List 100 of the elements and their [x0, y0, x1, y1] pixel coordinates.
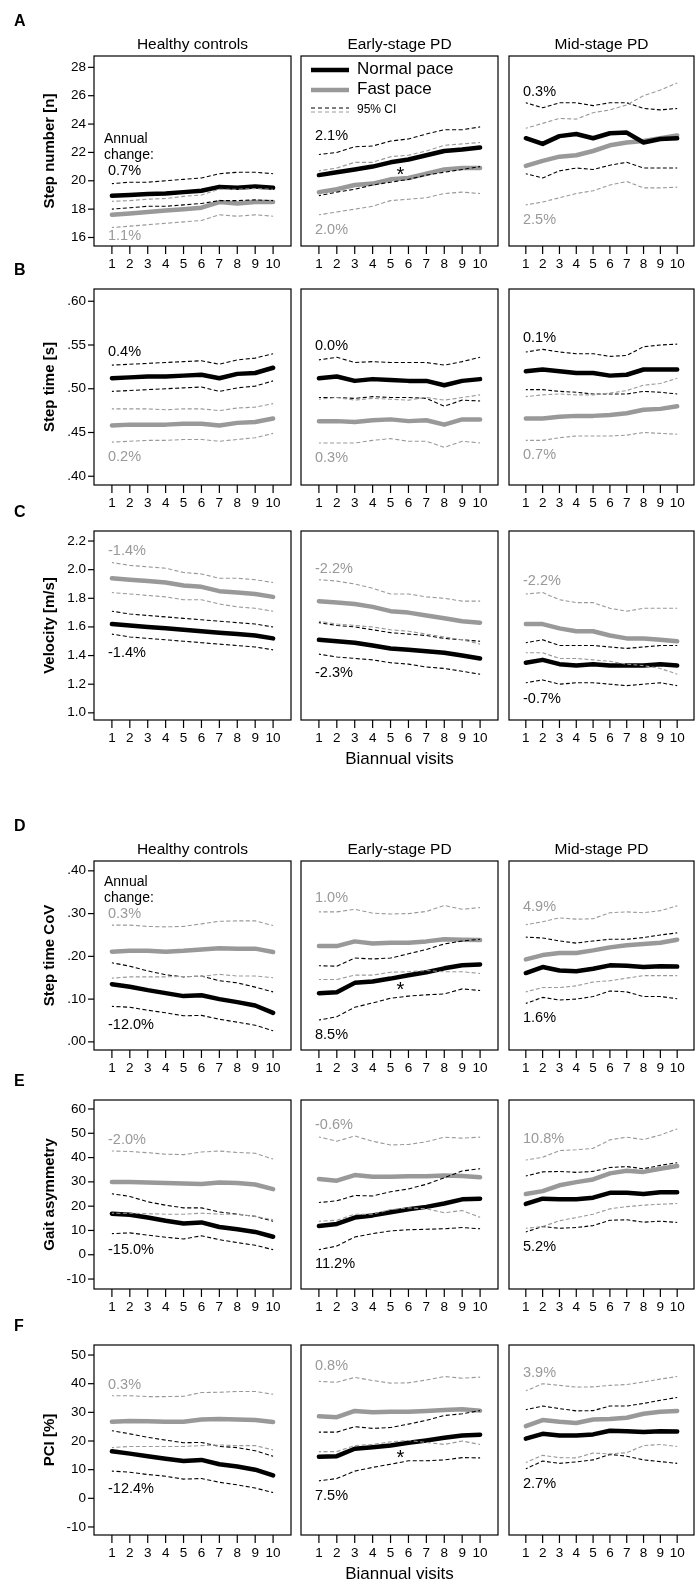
x-tick-label: 2 [538, 256, 547, 271]
x-tick-label: 2 [538, 1299, 547, 1314]
x-tick-label: 4 [368, 495, 377, 510]
chart-title: Healthy controls [136, 35, 249, 52]
y-tick-label: 30 [70, 1403, 86, 1419]
annotation: 0.7% [108, 162, 142, 179]
line-series [111, 962, 274, 993]
y-axis-title: Step time [s] [39, 341, 57, 433]
x-tick-label: 6 [197, 1545, 206, 1560]
x-tick-label: 2 [333, 1060, 341, 1075]
x-tick-label: 1 [522, 1299, 530, 1314]
x-tick-label: 8 [440, 1060, 449, 1075]
y-tick-label: 22 [70, 143, 86, 159]
x-tick-label: 4 [161, 1299, 170, 1314]
annotation: 1.6% [523, 1009, 557, 1026]
x-tick-label: 6 [197, 495, 206, 510]
x-tick-label: 6 [606, 495, 614, 510]
x-tick-label: 6 [404, 730, 413, 745]
x-tick-label: 9 [251, 256, 259, 271]
annotation: -2.2% [315, 559, 353, 576]
x-tick-label: 6 [197, 256, 206, 271]
x-tick-label: 8 [233, 1545, 242, 1560]
x-tick-label: 9 [251, 1060, 259, 1075]
x-tick-label: 2 [333, 1299, 341, 1314]
x-tick-label: 8 [233, 1299, 242, 1314]
annotation: 0.2% [108, 447, 142, 464]
x-tick-label: 1 [108, 256, 116, 271]
x-tick-label: 9 [656, 1060, 665, 1075]
x-tick-label: 4 [161, 256, 170, 271]
x-tick-label: 8 [233, 730, 242, 745]
x-tick-label: 6 [404, 1299, 413, 1314]
line-series [109, 1449, 276, 1478]
annotation: -0.7% [523, 690, 561, 707]
x-tick-label: 1 [315, 1545, 323, 1560]
x-tick-label: 8 [233, 1060, 242, 1075]
y-axis-title: Step number [n] [39, 93, 57, 209]
x-tick-label: 4 [161, 1060, 170, 1075]
x-tick-label: 7 [215, 1060, 224, 1075]
x-tick-label: 10 [669, 495, 685, 510]
x-tick-label: 10 [669, 1545, 685, 1560]
x-tick-label: 3 [143, 256, 152, 271]
x-tick-label: 6 [404, 256, 413, 271]
x-tick-label: 1 [522, 1545, 530, 1560]
x-tick-label: 3 [555, 1060, 564, 1075]
line-series [109, 621, 276, 641]
y-axis-title: Velocity [m/s] [39, 577, 57, 674]
x-tick-label: 8 [233, 495, 242, 510]
x-tick-label: 3 [350, 256, 359, 271]
y-tick-label: 28 [70, 58, 86, 74]
x-tick-label: 3 [143, 1060, 152, 1075]
x-tick-label: 6 [197, 1060, 206, 1075]
annotation: -1.4% [108, 542, 146, 559]
x-tick-label: 5 [386, 1299, 395, 1314]
x-tick-label: 4 [161, 495, 170, 510]
x-tick-label: 10 [472, 730, 488, 745]
x-tick-label: 9 [251, 730, 259, 745]
line-series [111, 610, 274, 628]
x-tick-label: 5 [386, 495, 395, 510]
x-tick-label: 4 [572, 730, 581, 745]
y-tick-label: .10 [67, 990, 86, 1006]
y-tick-label: .00 [67, 1033, 86, 1049]
x-tick-label: 4 [572, 1060, 581, 1075]
line-series [109, 184, 276, 199]
y-tick-label: .40 [67, 467, 86, 483]
y-tick-label: 1.0 [67, 704, 86, 720]
x-tick-label: 2 [333, 1545, 341, 1560]
y-tick-label: 40 [70, 1375, 86, 1391]
chart-subtitle: F [14, 1317, 24, 1334]
x-tick-label: 8 [440, 730, 449, 745]
x-tick-label: 4 [368, 730, 377, 745]
annotation: * [396, 162, 405, 185]
y-tick-label: 24 [70, 115, 87, 131]
annotation: -2.0% [108, 1130, 146, 1147]
annotation: 7.5% [315, 1486, 349, 1503]
x-tick-label: 10 [265, 730, 281, 745]
x-tick-label: 3 [350, 1060, 359, 1075]
x-tick-label: 8 [639, 1299, 648, 1314]
x-tick-label: 3 [143, 730, 152, 745]
x-tick-label: 2 [126, 1060, 134, 1075]
line-series [109, 981, 276, 1016]
x-tick-label: 10 [669, 256, 685, 271]
x-tick-label: 2 [333, 256, 341, 271]
y-tick-label: -10 [66, 1270, 86, 1286]
y-tick-label: 10 [70, 1461, 86, 1477]
annotation: 0.8% [315, 1357, 349, 1374]
annotation: 11.2% [315, 1255, 356, 1272]
line-series [111, 1150, 274, 1160]
x-tick-label: 5 [386, 256, 395, 271]
annotation: 0.7% [523, 446, 557, 463]
x-tick-label: 7 [215, 1299, 224, 1314]
annotation: -0.6% [315, 1115, 353, 1132]
x-tick-label: 5 [179, 730, 188, 745]
x-tick-label: 6 [606, 730, 614, 745]
y-tick-label: 20 [70, 1432, 86, 1448]
x-tick-label: 7 [422, 1545, 431, 1560]
annotation: 2.5% [523, 210, 557, 227]
annotation: -2.2% [523, 572, 561, 589]
y-tick-label: .60 [67, 292, 86, 308]
x-tick-label: 5 [589, 1299, 597, 1314]
chart-subtitle: A [14, 12, 26, 29]
